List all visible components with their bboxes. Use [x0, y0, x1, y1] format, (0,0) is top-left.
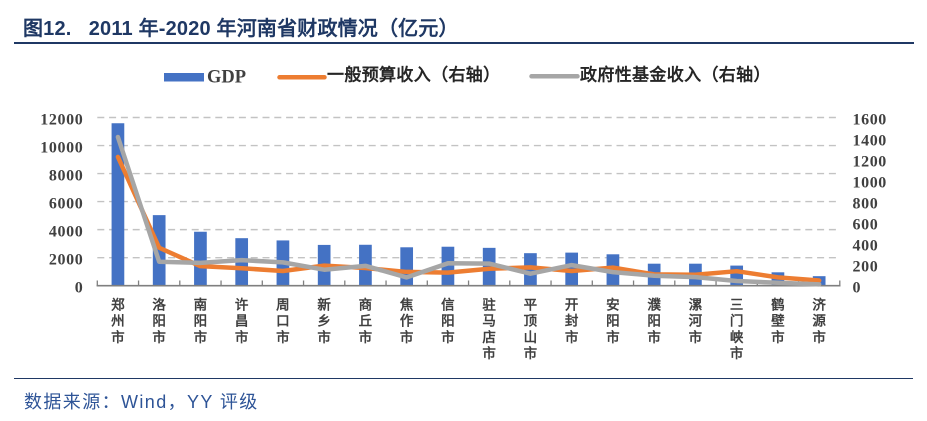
svg-text:400: 400	[853, 237, 879, 254]
svg-text:10000: 10000	[40, 139, 83, 156]
svg-text:安阳市: 安阳市	[606, 296, 620, 345]
svg-text:平顶山市: 平顶山市	[524, 297, 538, 361]
svg-text:800: 800	[853, 195, 879, 212]
svg-text:驻马店市: 驻马店市	[482, 296, 496, 361]
svg-text:1600: 1600	[853, 111, 887, 128]
svg-text:12000: 12000	[40, 111, 83, 128]
svg-text:洛阳市: 洛阳市	[152, 296, 166, 345]
svg-text:许昌市: 许昌市	[235, 296, 249, 345]
svg-text:一般预算收入（右轴）: 一般预算收入（右轴）	[327, 65, 501, 85]
svg-text:GDP: GDP	[207, 68, 246, 88]
svg-text:开封市: 开封市	[565, 297, 579, 345]
svg-text:政府性基金收入（右轴）: 政府性基金收入（右轴）	[580, 65, 771, 85]
svg-text:8000: 8000	[49, 167, 83, 184]
svg-text:1000: 1000	[853, 174, 887, 191]
svg-text:0: 0	[75, 280, 84, 297]
svg-text:濮阳市: 濮阳市	[647, 296, 661, 345]
svg-text:三门峡市: 三门峡市	[730, 297, 744, 361]
svg-text:1400: 1400	[853, 132, 887, 149]
svg-text:鹤壁市: 鹤壁市	[771, 296, 785, 345]
svg-text:6000: 6000	[49, 195, 83, 212]
svg-text:南阳市: 南阳市	[194, 296, 208, 345]
svg-text:周口市: 周口市	[276, 297, 290, 345]
svg-text:郑州市: 郑州市	[110, 296, 125, 345]
svg-text:4000: 4000	[49, 223, 83, 240]
svg-text:0: 0	[853, 280, 862, 297]
svg-text:商丘市: 商丘市	[359, 296, 373, 345]
svg-text:信阳市: 信阳市	[441, 296, 455, 345]
svg-text:2000: 2000	[49, 251, 83, 268]
svg-text:漯河市: 漯河市	[689, 297, 703, 345]
svg-text:新乡市: 新乡市	[317, 296, 331, 345]
svg-text:济源市: 济源市	[812, 296, 826, 345]
svg-text:1200: 1200	[853, 153, 887, 170]
svg-text:200: 200	[853, 258, 879, 275]
svg-text:焦作市: 焦作市	[399, 296, 414, 345]
svg-text:600: 600	[853, 216, 879, 233]
